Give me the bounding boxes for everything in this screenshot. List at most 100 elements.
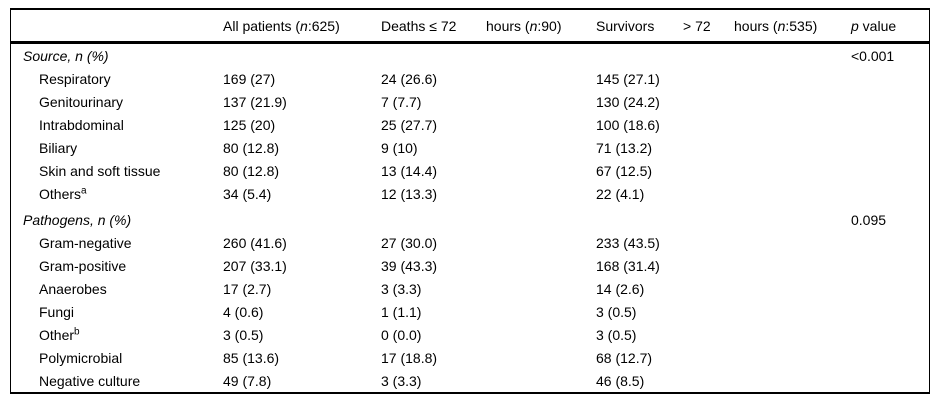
cell-deaths: 39 (43.3) [381, 257, 438, 274]
row-label: Otherb [11, 325, 223, 343]
row-label-text: Biliary [39, 139, 78, 156]
col-header-hours-n90: hours (n:90) [486, 18, 596, 34]
header-text: hours ( [734, 17, 778, 34]
col-header-p-value: p value [851, 18, 929, 34]
footnote-marker-a: a [81, 184, 87, 196]
table-row: Fungi 4 (0.6) 1 (1.1) 3 (0.5) [11, 300, 929, 323]
row-label-text: Others [39, 185, 82, 202]
table-header-row: All patients (n:625) Deaths ≤ 72 hours (… [11, 10, 929, 44]
col-header-deaths: Deaths ≤ 72 [381, 18, 486, 34]
section-label: Source, n (%) [23, 47, 109, 64]
cell-deaths: 24 (26.6) [381, 70, 438, 87]
header-text: > 72 [683, 17, 711, 34]
cell-survivors: 14 (2.6) [596, 280, 645, 297]
cell-survivors: 67 (12.5) [596, 162, 653, 179]
row-label-text: Gram-positive [39, 257, 127, 274]
table-row: Genitourinary 137 (21.9) 7 (7.7) 130 (24… [11, 90, 929, 113]
cell-all-patients: 137 (21.9) [223, 93, 287, 110]
cell-deaths: 3 (3.3) [381, 280, 422, 297]
row-label-text: Fungi [39, 303, 75, 320]
clinical-outcomes-table: All patients (n:625) Deaths ≤ 72 hours (… [10, 8, 930, 394]
table-row: Intrabdominal 125 (20) 25 (27.7) 100 (18… [11, 113, 929, 136]
row-label-text: Skin and soft tissue [39, 162, 161, 179]
row-label: Fungi [11, 304, 223, 320]
row-label: Othersa [11, 184, 223, 202]
row-label: Intrabdominal [11, 117, 223, 133]
row-label: Gram-negative [11, 235, 223, 251]
table-row: Anaerobes 17 (2.7) 3 (3.3) 14 (2.6) [11, 277, 929, 300]
cell-survivors: 22 (4.1) [596, 185, 645, 202]
cell-all-patients: 125 (20) [223, 116, 276, 133]
cell-survivors: 71 (13.2) [596, 139, 653, 156]
table-row: Skin and soft tissue 80 (12.8) 13 (14.4)… [11, 159, 929, 182]
row-label: Gram-positive [11, 258, 223, 274]
cell-deaths: 3 (3.3) [381, 372, 422, 389]
row-label: Skin and soft tissue [11, 163, 223, 179]
row-label-text: Gram-negative [39, 234, 132, 251]
cell-deaths: 27 (30.0) [381, 234, 438, 251]
col-header-hours-n535: hours (n:535) [734, 18, 851, 34]
cell-survivors: 168 (31.4) [596, 257, 660, 274]
header-text: :625) [307, 17, 340, 34]
header-italic-p: p [851, 17, 859, 34]
cell-p-value: <0.001 [851, 47, 895, 64]
cell-all-patients: 169 (27) [223, 70, 276, 87]
header-text: :90) [537, 17, 562, 34]
header-text: :535) [785, 17, 818, 34]
col-header-gt-72: > 72 [683, 18, 734, 34]
table-row: Otherb 3 (0.5) 0 (0.0) 3 (0.5) [11, 323, 929, 346]
header-italic-n: n [529, 17, 538, 34]
cell-deaths: 7 (7.7) [381, 93, 422, 110]
header-italic-n: n [300, 17, 308, 34]
row-label-text: Anaerobes [39, 280, 107, 297]
cell-all-patients: 207 (33.1) [223, 257, 287, 274]
row-label: Respiratory [11, 71, 223, 87]
cell-survivors: 3 (0.5) [596, 326, 637, 343]
cell-all-patients: 85 (13.6) [223, 349, 280, 366]
cell-deaths: 1 (1.1) [381, 303, 422, 320]
table-row: Respiratory 169 (27) 24 (26.6) 145 (27.1… [11, 67, 929, 90]
header-text: hours ( [486, 17, 530, 34]
row-label-text: Negative culture [39, 372, 141, 389]
col-header-survivors: Survivors [596, 18, 683, 34]
cell-survivors: 130 (24.2) [596, 93, 660, 110]
table-row-section-pathogens: Pathogens, n (%) 0.095 [11, 205, 929, 231]
cell-survivors: 233 (43.5) [596, 234, 660, 251]
row-label: Polymicrobial [11, 350, 223, 366]
table-row-section-source: Source, n (%) <0.001 [11, 44, 929, 67]
section-label: Pathogens, n (%) [23, 211, 132, 228]
table-row: Gram-negative 260 (41.6) 27 (30.0) 233 (… [11, 231, 929, 254]
row-label: Genitourinary [11, 94, 223, 110]
cell-deaths: 9 (10) [381, 139, 418, 156]
cell-survivors: 3 (0.5) [596, 303, 637, 320]
table-row: Biliary 80 (12.8) 9 (10) 71 (13.2) [11, 136, 929, 159]
table-row: Othersa 34 (5.4) 12 (13.3) 22 (4.1) [11, 182, 929, 205]
table-row: Negative culture 49 (7.8) 3 (3.3) 46 (8.… [11, 369, 929, 392]
col-header-all-patients: All patients (n:625) [223, 18, 381, 34]
cell-survivors: 46 (8.5) [596, 372, 645, 389]
row-label-text: Polymicrobial [39, 349, 123, 366]
cell-survivors: 145 (27.1) [596, 70, 660, 87]
cell-all-patients: 80 (12.8) [223, 139, 280, 156]
cell-p-value: 0.095 [851, 211, 887, 228]
cell-deaths: 13 (14.4) [381, 162, 438, 179]
header-text: Survivors [596, 17, 655, 34]
cell-all-patients: 17 (2.7) [223, 280, 272, 297]
cell-deaths: 0 (0.0) [381, 326, 422, 343]
table-row: Polymicrobial 85 (13.6) 17 (18.8) 68 (12… [11, 346, 929, 369]
footnote-marker-b: b [74, 325, 80, 337]
cell-deaths: 17 (18.8) [381, 349, 438, 366]
header-text: Deaths ≤ 72 [381, 17, 457, 34]
cell-deaths: 12 (13.3) [381, 185, 438, 202]
cell-survivors: 100 (18.6) [596, 116, 660, 133]
row-label-text: Other [39, 326, 75, 343]
cell-all-patients: 4 (0.6) [223, 303, 264, 320]
cell-all-patients: 80 (12.8) [223, 162, 280, 179]
cell-all-patients: 260 (41.6) [223, 234, 287, 251]
cell-all-patients: 3 (0.5) [223, 326, 264, 343]
row-label-text: Respiratory [39, 70, 111, 87]
row-label-text: Intrabdominal [39, 116, 124, 133]
row-label-text: Genitourinary [39, 93, 124, 110]
row-label: Anaerobes [11, 281, 223, 297]
cell-survivors: 68 (12.7) [596, 349, 653, 366]
